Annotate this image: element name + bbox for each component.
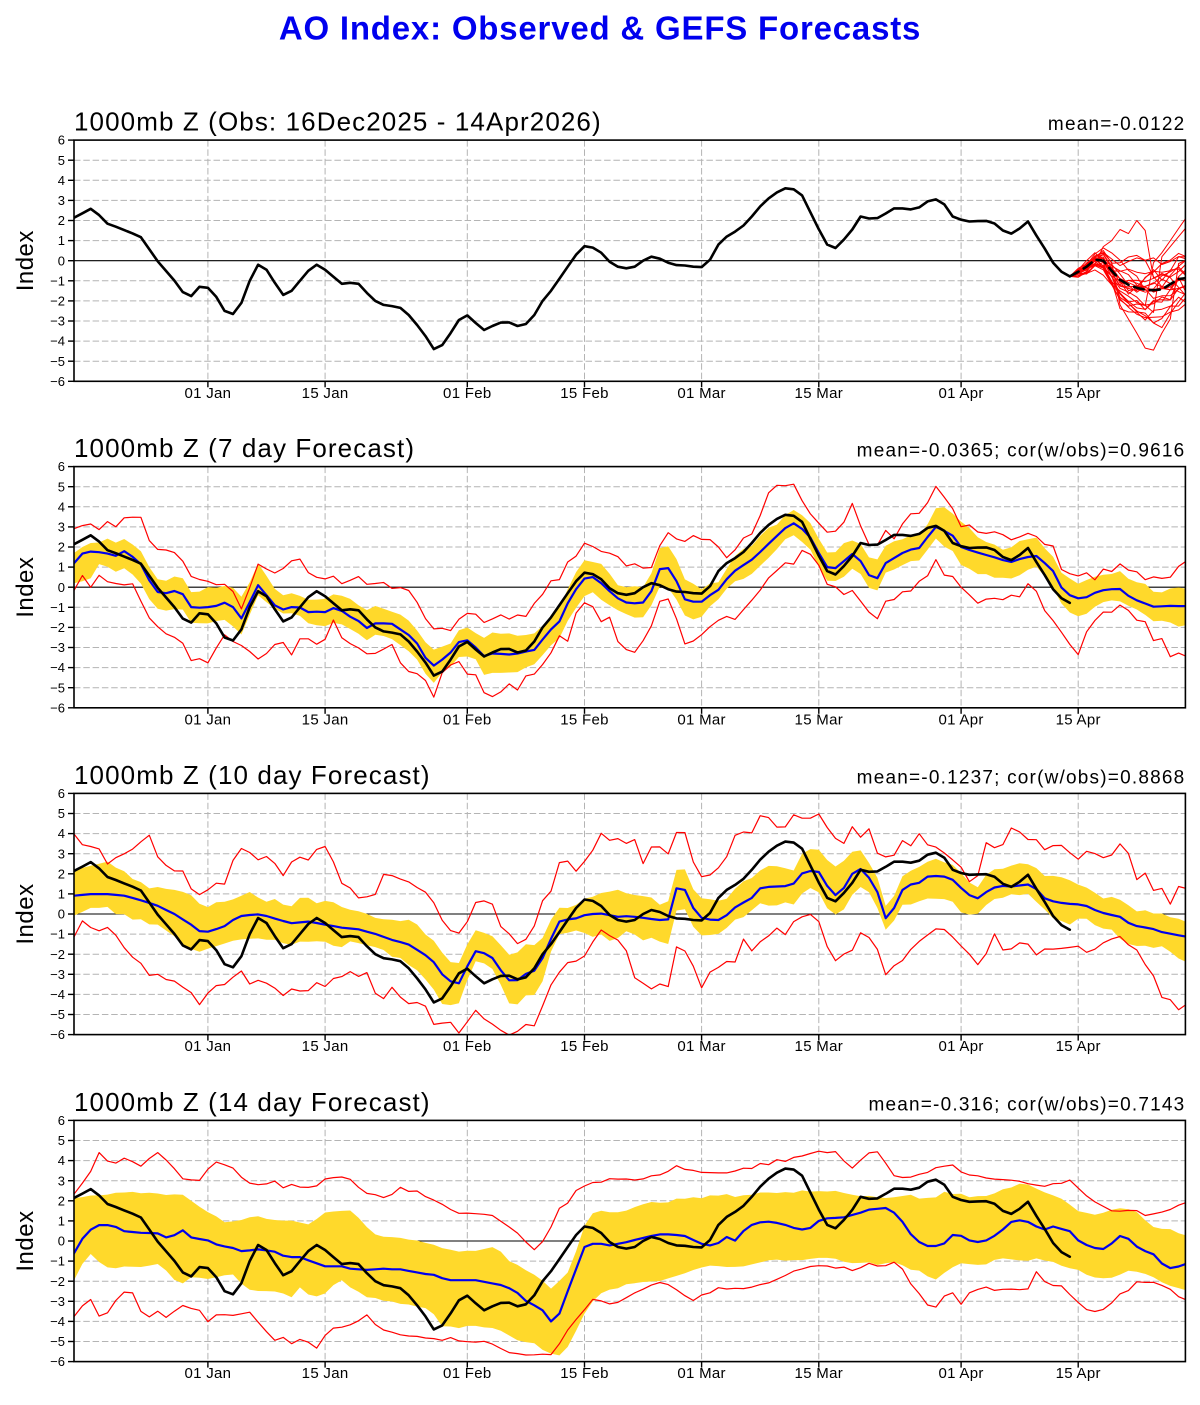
svg-text:15 Feb: 15 Feb (560, 1365, 609, 1382)
svg-text:4: 4 (58, 499, 65, 514)
svg-text:−5: −5 (50, 354, 65, 369)
svg-text:−6: −6 (50, 700, 65, 715)
svg-text:01 Apr: 01 Apr (939, 1365, 984, 1382)
svg-text:01 Jan: 01 Jan (184, 1365, 231, 1382)
svg-text:−2: −2 (50, 947, 65, 962)
svg-text:−3: −3 (50, 314, 65, 329)
svg-text:1000mb Z (Obs: 16Dec2025 - 14A: 1000mb Z (Obs: 16Dec2025 - 14Apr2026) (74, 107, 602, 137)
svg-text:01 Feb: 01 Feb (443, 385, 492, 402)
svg-text:01 Mar: 01 Mar (677, 1365, 726, 1382)
svg-text:01 Jan: 01 Jan (184, 385, 231, 402)
svg-text:−2: −2 (50, 620, 65, 635)
svg-text:−6: −6 (50, 1027, 65, 1042)
svg-text:1: 1 (58, 1214, 65, 1229)
svg-text:15 Jan: 15 Jan (302, 1365, 349, 1382)
svg-text:−6: −6 (50, 1354, 65, 1369)
svg-text:15 Mar: 15 Mar (795, 1038, 844, 1055)
svg-text:−4: −4 (50, 334, 65, 349)
svg-text:5: 5 (58, 479, 65, 494)
svg-text:2: 2 (58, 540, 65, 555)
svg-text:15 Apr: 15 Apr (1056, 1038, 1101, 1055)
svg-text:4: 4 (58, 826, 65, 841)
svg-text:01 Feb: 01 Feb (443, 711, 492, 728)
svg-text:3: 3 (58, 846, 65, 861)
svg-text:01 Apr: 01 Apr (939, 711, 984, 728)
svg-text:2: 2 (58, 1193, 65, 1208)
svg-text:Index: Index (12, 230, 39, 291)
svg-text:mean=-0.0122: mean=-0.0122 (1048, 114, 1185, 135)
svg-text:1000mb Z (14 day Forecast): 1000mb Z (14 day Forecast) (74, 1087, 431, 1117)
svg-text:1: 1 (58, 560, 65, 575)
svg-text:15 Mar: 15 Mar (795, 385, 844, 402)
svg-text:0: 0 (58, 1234, 65, 1249)
svg-text:−5: −5 (50, 680, 65, 695)
svg-text:1000mb Z (10 day Forecast): 1000mb Z (10 day Forecast) (74, 760, 431, 790)
svg-text:−4: −4 (50, 660, 65, 675)
svg-text:01 Jan: 01 Jan (184, 1038, 231, 1055)
svg-text:5: 5 (58, 806, 65, 821)
svg-text:−3: −3 (50, 967, 65, 982)
svg-text:6: 6 (58, 1113, 65, 1128)
svg-text:3: 3 (58, 520, 65, 535)
svg-text:3: 3 (58, 193, 65, 208)
svg-text:−3: −3 (50, 1294, 65, 1309)
svg-text:01 Mar: 01 Mar (677, 711, 726, 728)
svg-text:4: 4 (58, 173, 65, 188)
svg-text:15 Jan: 15 Jan (302, 385, 349, 402)
svg-text:−1: −1 (50, 927, 65, 942)
svg-text:Index: Index (12, 1210, 39, 1271)
svg-text:1: 1 (58, 887, 65, 902)
svg-text:15 Mar: 15 Mar (795, 1365, 844, 1382)
svg-text:1: 1 (58, 233, 65, 248)
svg-text:−1: −1 (50, 600, 65, 615)
svg-text:01 Mar: 01 Mar (677, 385, 726, 402)
svg-text:−1: −1 (50, 273, 65, 288)
svg-text:Index: Index (12, 557, 39, 618)
svg-text:15 Mar: 15 Mar (795, 711, 844, 728)
svg-text:0: 0 (58, 580, 65, 595)
svg-text:−1: −1 (50, 1254, 65, 1269)
svg-text:15 Apr: 15 Apr (1056, 711, 1101, 728)
svg-text:01 Feb: 01 Feb (443, 1365, 492, 1382)
svg-text:0: 0 (58, 907, 65, 922)
svg-text:mean=-0.0365; cor(w/obs)=0.961: mean=-0.0365; cor(w/obs)=0.9616 (857, 441, 1186, 462)
svg-text:−3: −3 (50, 640, 65, 655)
svg-text:−4: −4 (50, 987, 65, 1002)
svg-text:−6: −6 (50, 374, 65, 389)
svg-text:15 Feb: 15 Feb (560, 385, 609, 402)
svg-text:−2: −2 (50, 294, 65, 309)
svg-text:15 Jan: 15 Jan (302, 1038, 349, 1055)
svg-text:AO Index: Observed & GEFS Fore: AO Index: Observed & GEFS Forecasts (279, 10, 921, 47)
svg-text:01 Apr: 01 Apr (939, 1038, 984, 1055)
svg-text:01 Apr: 01 Apr (939, 385, 984, 402)
svg-text:5: 5 (58, 1133, 65, 1148)
svg-text:15 Feb: 15 Feb (560, 711, 609, 728)
svg-text:2: 2 (58, 866, 65, 881)
svg-text:0: 0 (58, 253, 65, 268)
svg-text:01 Mar: 01 Mar (677, 1038, 726, 1055)
svg-text:15 Jan: 15 Jan (302, 711, 349, 728)
svg-text:−4: −4 (50, 1314, 65, 1329)
svg-text:−5: −5 (50, 1334, 65, 1349)
svg-text:1000mb Z (7 day Forecast): 1000mb Z (7 day Forecast) (74, 433, 415, 463)
svg-text:3: 3 (58, 1173, 65, 1188)
svg-text:15 Apr: 15 Apr (1056, 385, 1101, 402)
svg-text:01 Jan: 01 Jan (184, 711, 231, 728)
svg-text:4: 4 (58, 1153, 65, 1168)
svg-text:15 Apr: 15 Apr (1056, 1365, 1101, 1382)
svg-text:2: 2 (58, 213, 65, 228)
svg-text:−2: −2 (50, 1274, 65, 1289)
svg-text:6: 6 (58, 786, 65, 801)
svg-text:mean=-0.316; cor(w/obs)=0.7143: mean=-0.316; cor(w/obs)=0.7143 (868, 1094, 1185, 1115)
svg-text:6: 6 (58, 133, 65, 148)
svg-text:mean=-0.1237; cor(w/obs)=0.886: mean=-0.1237; cor(w/obs)=0.8868 (857, 767, 1186, 788)
svg-text:6: 6 (58, 459, 65, 474)
svg-text:−5: −5 (50, 1007, 65, 1022)
svg-text:01 Feb: 01 Feb (443, 1038, 492, 1055)
svg-text:Index: Index (12, 883, 39, 944)
svg-text:5: 5 (58, 153, 65, 168)
svg-text:15 Feb: 15 Feb (560, 1038, 609, 1055)
